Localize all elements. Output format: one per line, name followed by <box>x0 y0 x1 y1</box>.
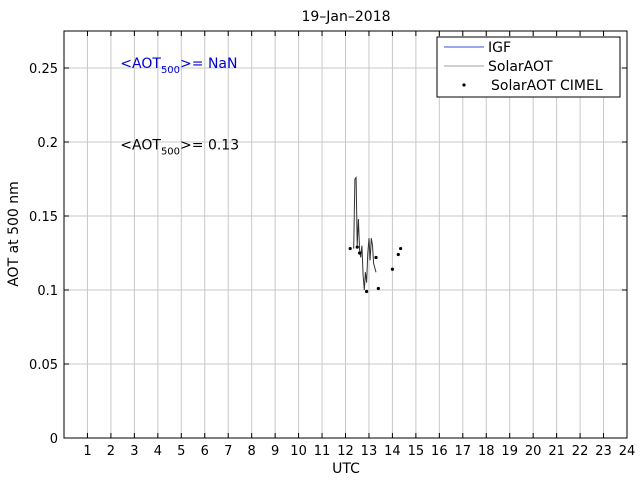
x-tick-label: 10 <box>290 444 307 459</box>
cimel-data-point <box>348 246 352 251</box>
solaraot-series-line <box>353 176 377 291</box>
cimel-data-point <box>390 267 395 271</box>
x-tick-label: 12 <box>337 444 354 459</box>
x-tick-label: 1 <box>83 444 91 459</box>
y-tick-label: 0.05 <box>29 358 58 373</box>
series-layer <box>348 176 403 294</box>
x-tick-label: 15 <box>408 444 425 459</box>
x-axis-ticks: 1 2 3 4 5 6 7 8 9 10 11 12 13 14 15 16 17 18 19 20 21 22 23 24 <box>83 31 635 459</box>
y-tick-label: 0.2 <box>37 136 58 151</box>
cimel-data-point <box>355 245 359 249</box>
x-tick-label: 20 <box>525 444 542 459</box>
y-axis-ticks: 0 0.05 0.1 0.15 0.2 0.25 <box>29 62 627 447</box>
y-axis-label: AOT at 500 nm <box>6 181 22 287</box>
mean-aot-annotation: <AOT500>= 0.13 <box>120 137 239 157</box>
x-tick-label: 2 <box>107 444 115 459</box>
x-tick-label: 23 <box>595 444 612 459</box>
x-tick-label: 21 <box>548 444 565 459</box>
x-tick-label: 16 <box>431 444 448 459</box>
cimel-data-point <box>396 252 400 257</box>
x-tick-label: 7 <box>224 444 232 459</box>
legend: IGF SolarAOT SolarAOT CIMEL <box>436 36 621 98</box>
cimel-data-point <box>365 289 369 294</box>
chart-title: 19–Jan–2018 <box>301 9 390 25</box>
x-tick-label: 19 <box>501 444 518 459</box>
mean-aot-annotation: <AOT500>= NaN <box>120 56 237 76</box>
x-tick-label: 22 <box>572 444 589 459</box>
x-tick-label: 14 <box>384 444 401 459</box>
y-tick-label: 0.25 <box>29 62 58 77</box>
x-tick-label: 9 <box>271 444 279 459</box>
x-tick-label: 5 <box>177 444 185 459</box>
x-tick-label: 13 <box>361 444 378 459</box>
x-tick-label: 11 <box>314 444 331 459</box>
x-tick-label: 6 <box>201 444 209 459</box>
y-tick-label: 0.1 <box>37 284 58 299</box>
cimel-data-point <box>357 251 362 255</box>
cimel-data-point <box>374 255 378 260</box>
annotations: <AOT500>= NaN <AOT500>= 0.13 <box>120 56 239 157</box>
y-tick-label: 0 <box>50 432 58 447</box>
cimel-data-point <box>376 286 380 291</box>
cimel-data-point <box>399 246 403 251</box>
y-tick-label: 0.15 <box>29 210 58 225</box>
legend-entry-label: IGF <box>488 40 511 56</box>
legend-marker-swatch <box>462 83 466 87</box>
x-tick-label: 3 <box>130 444 138 459</box>
x-tick-label: 8 <box>248 444 256 459</box>
legend-entry-label: SolarAOT <box>488 59 553 75</box>
x-tick-label: 4 <box>154 444 162 459</box>
x-tick-label: 24 <box>619 444 636 459</box>
x-tick-label: 17 <box>455 444 472 459</box>
x-tick-label: 18 <box>478 444 495 459</box>
legend-entry-label: SolarAOT CIMEL <box>491 78 603 94</box>
x-axis-label: UTC <box>332 461 360 477</box>
